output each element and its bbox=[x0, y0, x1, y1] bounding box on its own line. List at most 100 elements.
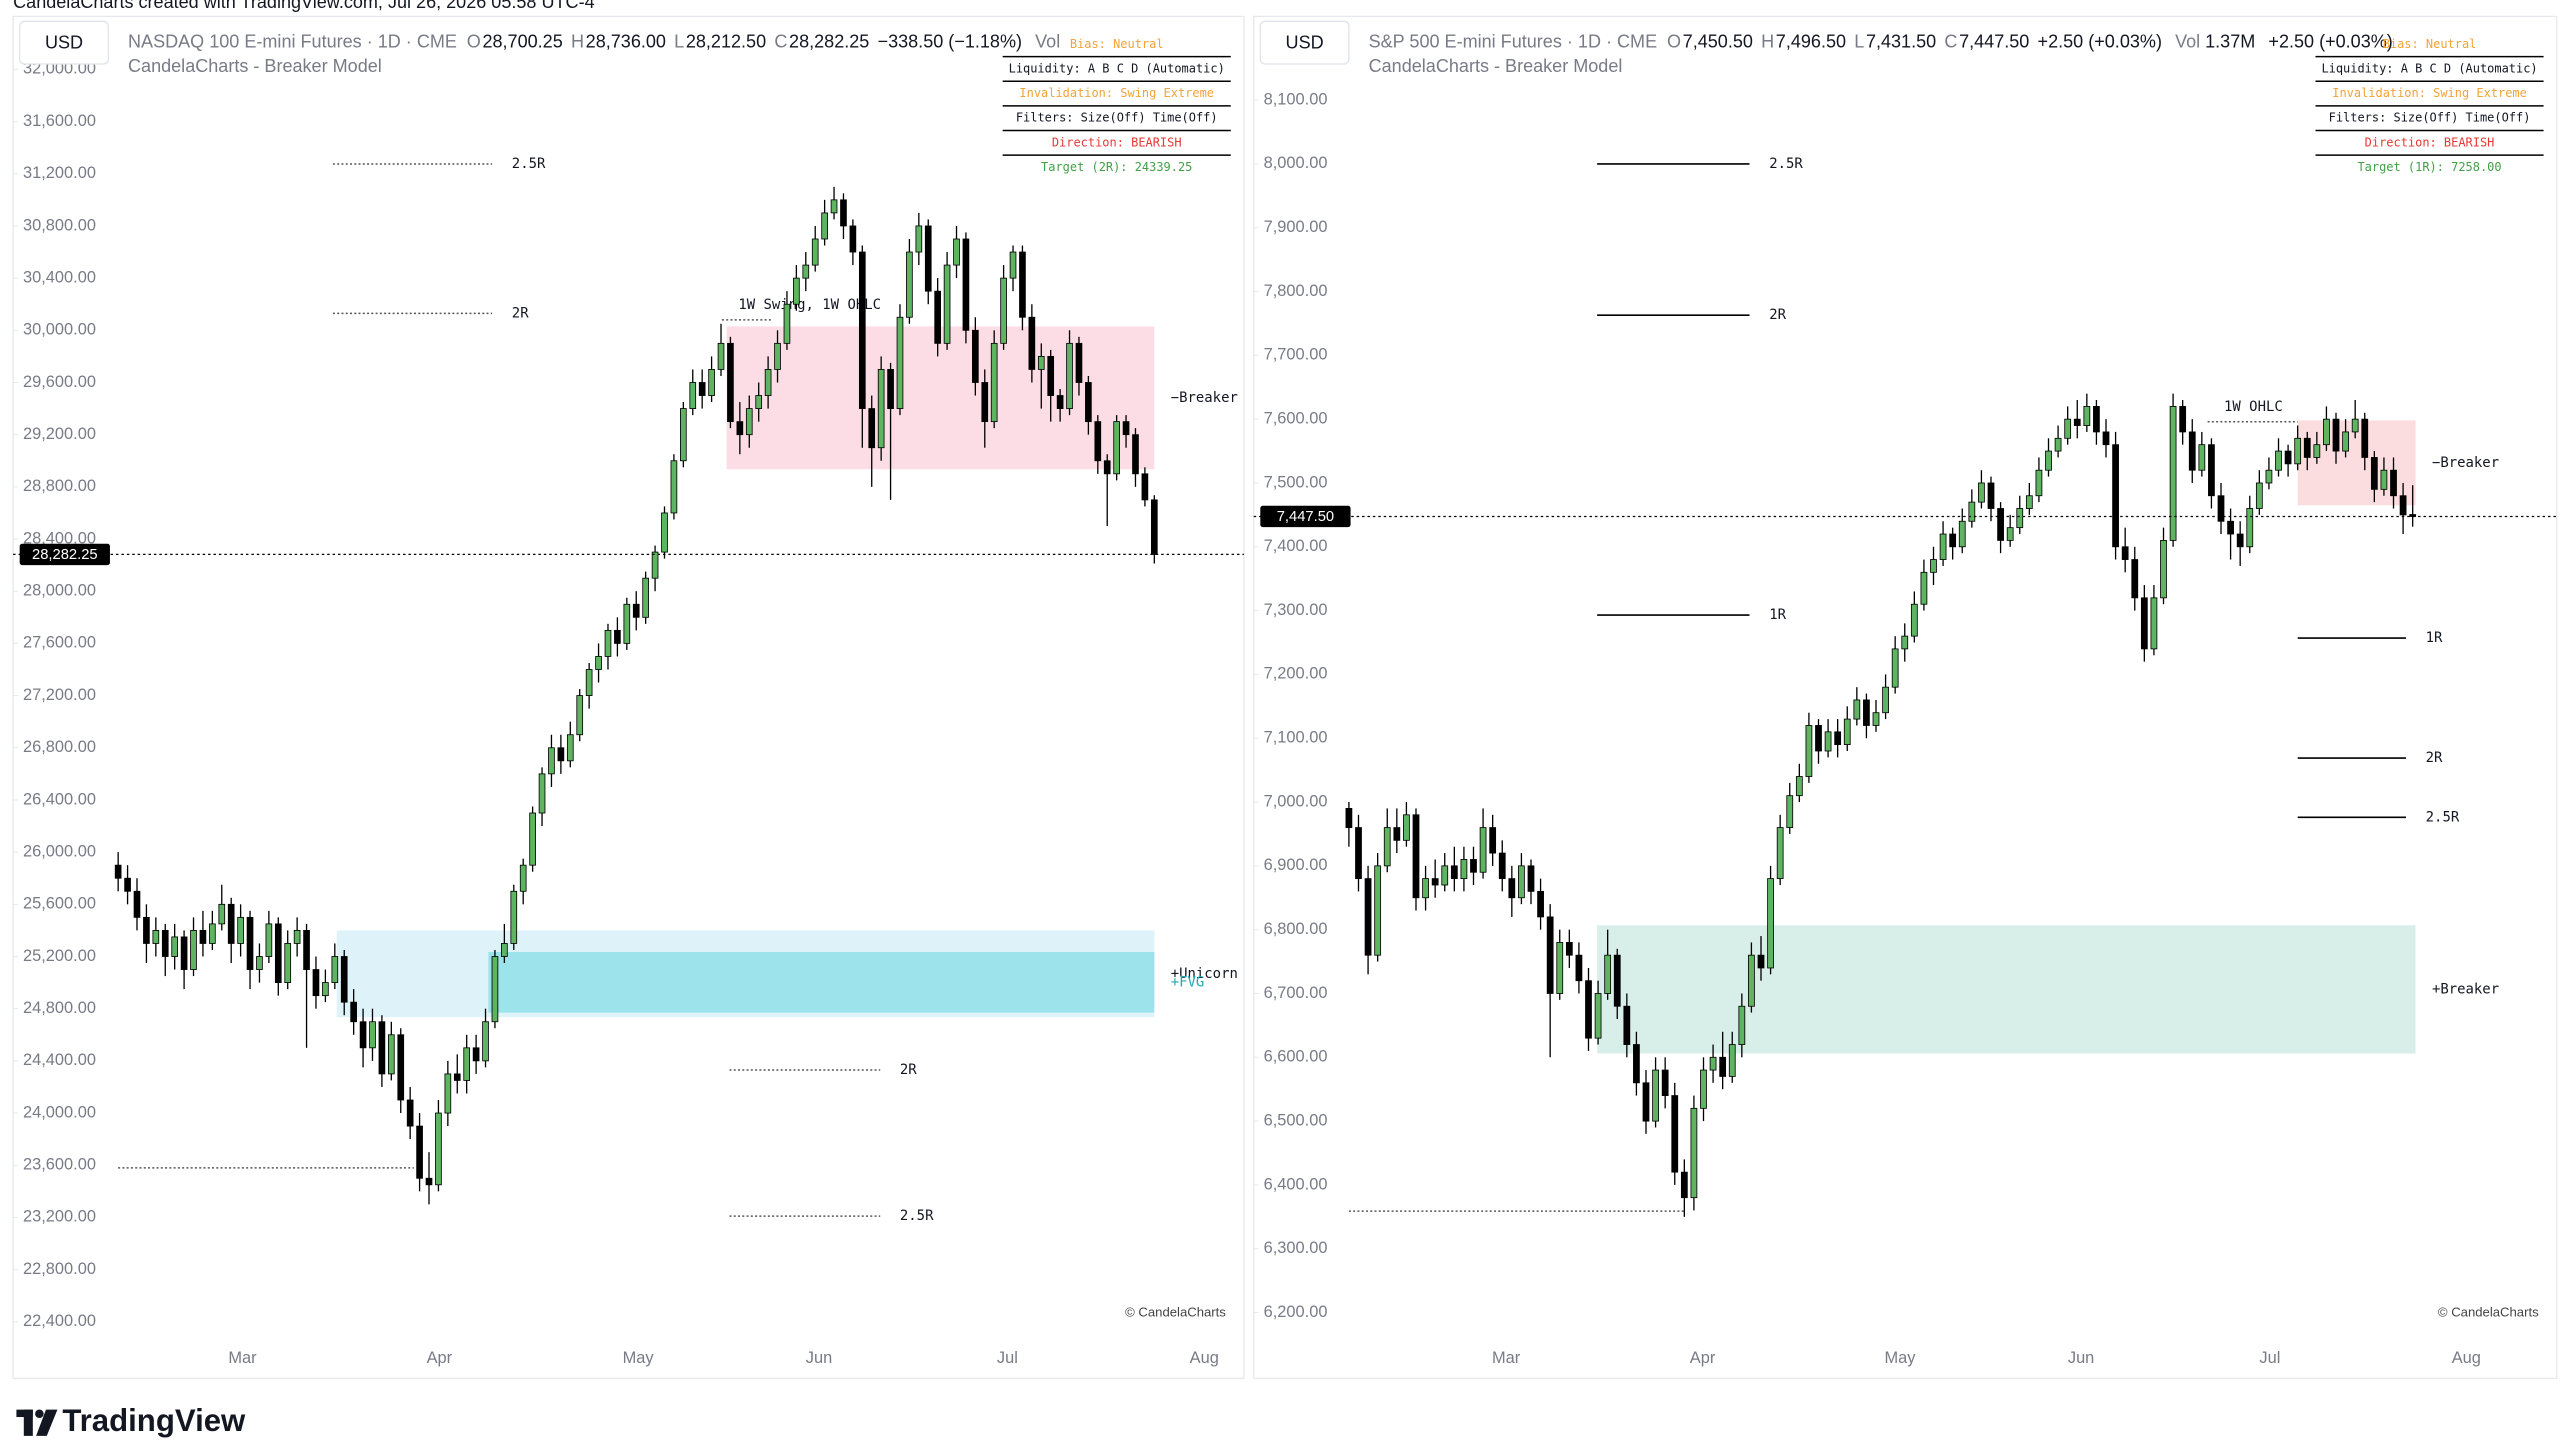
level-label: 2.5R bbox=[2426, 809, 2460, 825]
candle-body bbox=[2217, 495, 2225, 522]
candle-body bbox=[1047, 355, 1055, 396]
candle-body bbox=[2265, 469, 2273, 484]
candle-body bbox=[793, 277, 800, 305]
candle-body bbox=[1891, 648, 1899, 688]
volume-key: Vol bbox=[1035, 31, 1060, 51]
x-tick-label: Jul bbox=[2259, 1349, 2280, 1367]
table-cell: Liquidity: A B C D (Automatic) bbox=[1009, 61, 1225, 75]
candle-body bbox=[2351, 418, 2359, 433]
chart-panel: −Breaker +Breaker 2.5R 2R 1R 1W OHLC 1R 2R 2.5R 6… bbox=[1253, 15, 2558, 1380]
candle-body bbox=[2169, 405, 2177, 541]
candle-body bbox=[1978, 482, 1985, 503]
y-tick-label: 24,000.00 bbox=[23, 1103, 96, 1121]
candle-body bbox=[1690, 1107, 1698, 1199]
candle-body bbox=[1939, 533, 1947, 560]
candle-body bbox=[425, 1177, 433, 1186]
x-tick-label: Aug bbox=[2452, 1349, 2481, 1367]
candle-body bbox=[877, 369, 885, 449]
indicator-change: +2.50 (+0.03%) bbox=[2268, 31, 2392, 51]
currency-button[interactable] bbox=[1259, 20, 1350, 65]
candle-body bbox=[906, 251, 913, 318]
candle-body bbox=[2160, 539, 2167, 599]
candle-body bbox=[312, 969, 320, 997]
candle-body bbox=[1141, 473, 1149, 501]
candle-body bbox=[1910, 603, 1918, 637]
candle-body bbox=[1479, 827, 1487, 873]
candle-body bbox=[529, 812, 536, 866]
currency-button[interactable] bbox=[19, 20, 109, 65]
y-tick-label: 29,600.00 bbox=[23, 373, 96, 391]
candle-body bbox=[576, 695, 584, 736]
y-tick-label: 31,600.00 bbox=[23, 112, 96, 130]
candle-body bbox=[1132, 434, 1139, 475]
table-cell: Bias: Neutral bbox=[2383, 37, 2477, 51]
candle-body bbox=[1997, 508, 2004, 541]
candle-body bbox=[642, 577, 649, 618]
candle-body bbox=[755, 395, 763, 409]
currency-label[interactable]: USD bbox=[45, 32, 83, 52]
y-tick-label: 28,400.00 bbox=[23, 529, 96, 547]
candle-body bbox=[2035, 469, 2043, 497]
candle-body bbox=[1671, 1095, 1679, 1173]
zone-label: −Breaker bbox=[2432, 455, 2499, 471]
logo-text: TradingView bbox=[62, 1403, 246, 1438]
candle-body bbox=[2399, 495, 2407, 516]
candle-body bbox=[1776, 827, 1784, 880]
candle-body bbox=[1815, 725, 1822, 752]
currency-label[interactable]: USD bbox=[1286, 32, 1324, 52]
candle-body bbox=[359, 1021, 367, 1049]
zone-label: −Breaker bbox=[1171, 390, 1238, 406]
candle-body bbox=[152, 930, 160, 944]
price-tag bbox=[1260, 505, 1351, 528]
zone bbox=[2297, 420, 2416, 506]
candle-body bbox=[2303, 437, 2311, 458]
candle-body bbox=[2390, 469, 2397, 497]
candle-body bbox=[1834, 731, 1842, 746]
table-cell: Invalidation: Swing Extreme bbox=[1019, 86, 1214, 100]
candle-body bbox=[849, 225, 857, 253]
x-tick-label: May bbox=[623, 1349, 655, 1367]
candle-body bbox=[802, 264, 810, 279]
x-tick-label: Apr bbox=[1690, 1349, 1716, 1367]
y-tick-label: 7,000.00 bbox=[1264, 792, 1328, 810]
candle-body bbox=[293, 930, 301, 944]
candle-body bbox=[2380, 469, 2388, 490]
y-tick-label: 23,600.00 bbox=[23, 1156, 96, 1174]
legend-key: O bbox=[1667, 31, 1681, 51]
candle-body bbox=[680, 408, 687, 462]
candle-body bbox=[2284, 450, 2292, 465]
x-tick-label: Jun bbox=[806, 1349, 832, 1367]
candle-body bbox=[246, 916, 254, 970]
candle-body bbox=[2016, 508, 2024, 529]
y-tick-label: 7,300.00 bbox=[1264, 601, 1328, 619]
candle-body bbox=[303, 930, 310, 970]
y-tick-label: 25,600.00 bbox=[23, 895, 96, 913]
y-tick-label: 27,200.00 bbox=[23, 686, 96, 704]
candle-body bbox=[708, 369, 715, 396]
candle-body bbox=[2025, 495, 2033, 509]
y-tick-label: 31,200.00 bbox=[23, 164, 96, 182]
price-tag-label: 28,282.25 bbox=[32, 547, 98, 563]
y-tick-label: 28,000.00 bbox=[23, 582, 96, 600]
price-tag bbox=[19, 543, 110, 566]
volume-value: 1.37M bbox=[2205, 31, 2255, 51]
candle-body bbox=[1470, 859, 1477, 873]
candle-body bbox=[595, 656, 602, 670]
candle-body bbox=[1613, 954, 1621, 1007]
candle-body bbox=[1028, 316, 1036, 370]
y-tick-label: 24,800.00 bbox=[23, 999, 96, 1017]
y-tick-label: 7,900.00 bbox=[1264, 218, 1328, 236]
y-tick-label: 6,300.00 bbox=[1264, 1239, 1328, 1257]
candle-body bbox=[1680, 1171, 1688, 1199]
watermark: © CandelaCharts bbox=[1125, 1304, 1226, 1319]
candle-body bbox=[1450, 865, 1458, 880]
candle-body bbox=[1019, 251, 1026, 318]
candle-body bbox=[2198, 444, 2206, 471]
y-tick-label: 7,500.00 bbox=[1264, 473, 1328, 491]
candle-body bbox=[1824, 731, 1832, 752]
y-tick-label: 25,200.00 bbox=[23, 947, 96, 965]
candle-body bbox=[943, 264, 951, 344]
panel-border bbox=[1253, 15, 2558, 1380]
panel-border bbox=[12, 15, 1245, 1380]
level-label: 2R bbox=[2426, 750, 2443, 766]
